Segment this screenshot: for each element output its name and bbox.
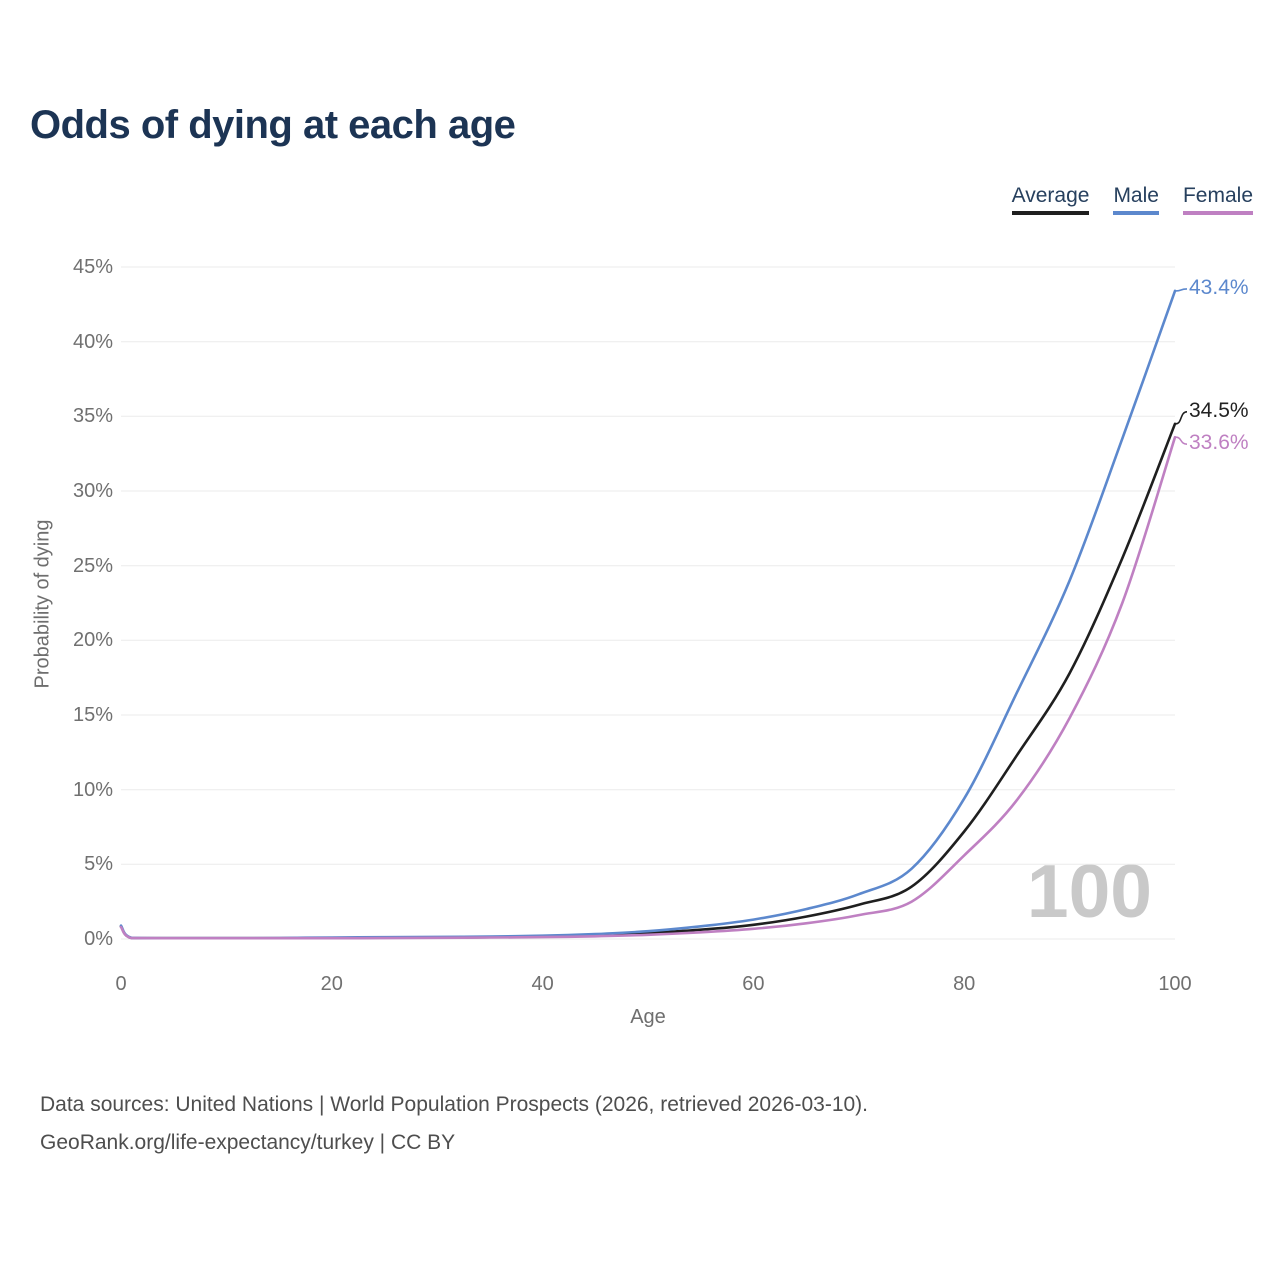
y-tick-20pct: 20% [72, 629, 113, 652]
y-tick-35pct: 35% [72, 405, 113, 428]
legend-item-male[interactable]: Male [1113, 184, 1159, 216]
legend-item-average[interactable]: Average [1011, 184, 1090, 216]
end-label-connector-male [1175, 288, 1188, 292]
series-line-male[interactable] [119, 289, 1177, 940]
legend-item-female[interactable]: Female [1182, 184, 1253, 216]
footer: Data sources: United Nations | World Pop… [40, 1086, 868, 1162]
end-label-connector-female [1175, 436, 1188, 445]
end-label-connector-average [1175, 411, 1188, 425]
y-tick-5pct: 5% [84, 853, 113, 876]
end-value-label-female: 33.6% [1189, 431, 1249, 455]
chart-title: Odds of dying at each age [30, 103, 516, 147]
legend: Average Male Female [1011, 184, 1253, 216]
end-value-label-male: 43.4% [1189, 275, 1249, 299]
x-tick-0: 0 [115, 973, 127, 995]
series-line-female[interactable] [119, 435, 1177, 940]
series-line-average[interactable] [119, 422, 1177, 940]
y-tick-40pct: 40% [72, 330, 113, 353]
y-axis-title: Probability of dying [31, 519, 54, 689]
x-tick-80: 80 [953, 973, 976, 995]
y-tick-15pct: 15% [72, 704, 113, 726]
x-tick-20: 20 [320, 973, 343, 995]
x-tick-60: 60 [742, 973, 765, 995]
footer-data-sources: Data sources: United Nations | World Pop… [40, 1093, 869, 1116]
y-tick-30pct: 30% [72, 480, 113, 502]
x-axis-title: Age [630, 1006, 666, 1028]
y-tick-45pct: 45% [72, 256, 113, 278]
x-tick-40: 40 [531, 973, 554, 995]
footer-attribution: GeoRank.org/life-expectancy/turkey | CC … [40, 1131, 456, 1154]
y-tick-25pct: 25% [72, 554, 113, 577]
x-tick-100: 100 [1158, 973, 1192, 995]
y-tick-0pct: 0% [84, 928, 113, 950]
y-tick-10pct: 10% [72, 778, 113, 801]
watermark-age-100: 100 [1026, 849, 1152, 933]
end-value-label-average: 34.5% [1189, 398, 1249, 422]
